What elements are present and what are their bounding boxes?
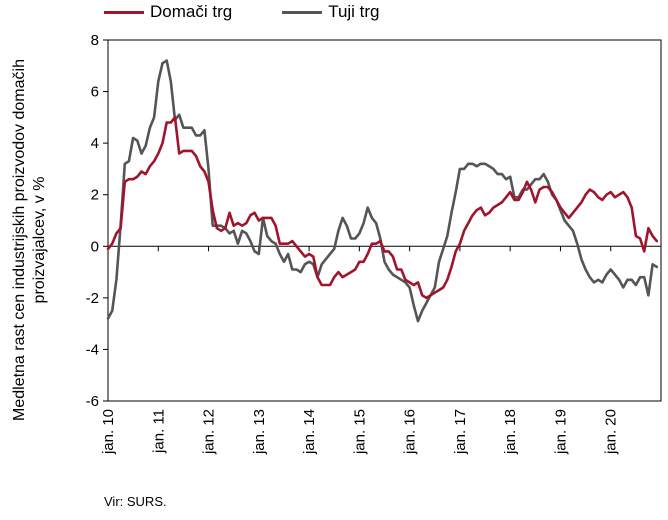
legend: Domači trg Tuji trg xyxy=(104,2,380,22)
y-tick-label: 8 xyxy=(91,32,99,49)
legend-item-domaci-trg: Domači trg xyxy=(104,2,232,22)
x-tick-label: jan. 14 xyxy=(301,409,318,455)
x-tick-label: jan. 20 xyxy=(603,409,620,455)
x-tick-label: jan. 10 xyxy=(100,409,117,455)
y-tick-label: 0 xyxy=(91,238,99,255)
y-tick-label: 2 xyxy=(91,187,99,204)
y-tick-label: -4 xyxy=(86,341,99,358)
x-tick-label: jan. 15 xyxy=(351,409,368,455)
legend-label-tuji-trg: Tuji trg xyxy=(328,2,380,21)
y-tick-label: 4 xyxy=(91,135,99,152)
legend-swatch-tuji-trg xyxy=(282,10,323,14)
legend-swatch-domaci-trg xyxy=(104,10,144,14)
x-tick-label: jan. 17 xyxy=(452,409,469,455)
y-tick-label: -2 xyxy=(86,290,99,307)
x-tick-label: jan. 11 xyxy=(150,409,167,454)
series-lines xyxy=(106,59,659,323)
x-axis: jan. 10 jan. 11 jan. 12 jan. 13 jan. 14 jan. … xyxy=(100,245,661,455)
y-axis-title-text: Medletna rast cen industrijskih proizvod… xyxy=(11,59,48,421)
x-tick-label: jan. 12 xyxy=(201,409,218,455)
x-tick-label: jan. 13 xyxy=(251,409,268,455)
source-note: Vir: SURS. xyxy=(104,494,167,509)
y-tick-label: 6 xyxy=(91,84,99,101)
series-line-tuji-trg xyxy=(106,59,659,323)
y-tick-label: -6 xyxy=(86,393,99,410)
legend-label-domaci-trg: Domači trg xyxy=(150,2,233,21)
x-tick-label: jan. 18 xyxy=(502,409,519,455)
x-tick-label: jan. 16 xyxy=(402,409,419,455)
x-tick-label: jan. 19 xyxy=(552,409,569,455)
series-line-doma-i-trg xyxy=(106,116,659,300)
legend-item-tuji-trg: Tuji trg xyxy=(282,2,380,22)
plot-frame xyxy=(107,39,662,402)
y-axis: -6 -4 -2 0 2 4 6 8 xyxy=(86,32,108,410)
